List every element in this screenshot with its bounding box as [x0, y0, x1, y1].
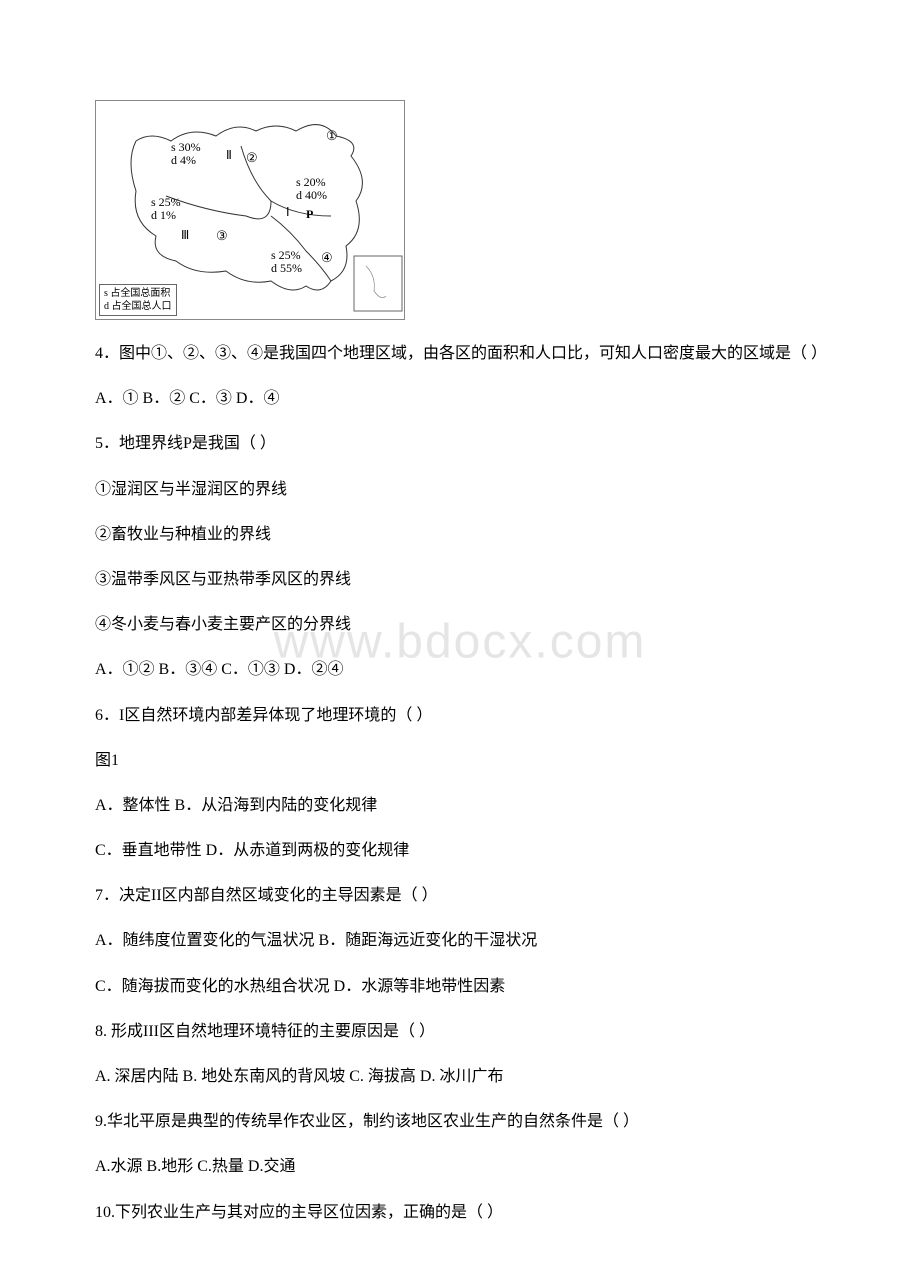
legend-d: d 占全国总人口	[104, 300, 172, 313]
label-P: P	[306, 208, 313, 221]
q9-stem: 9.华北平原是典型的传统旱作农业区，制约该地区农业生产的自然条件是（ ）	[95, 1108, 825, 1135]
map-legend: s 占全国总面积 d 占全国总人口	[99, 284, 177, 316]
region3-id: ③	[216, 229, 228, 243]
region3-roman: Ⅲ	[181, 229, 189, 242]
region2-roman: Ⅱ	[226, 149, 232, 162]
region4-id: ④	[321, 251, 333, 265]
q10-stem: 10.下列农业生产与其对应的主导区位因素，正确的是（ ）	[95, 1199, 825, 1226]
q5-s1: ①湿润区与半湿润区的界线	[95, 476, 825, 503]
q7-stem: 7．决定II区内部自然区域变化的主导因素是（ ）	[95, 882, 825, 909]
region2-s: s 30%	[171, 140, 201, 154]
q5-stem: 5．地理界线P是我国（ ）	[95, 430, 825, 457]
q4-options: A．① B．② C．③ D．④	[95, 385, 825, 412]
region4-d: d 55%	[271, 261, 302, 275]
q7-opt-ab: A．随纬度位置变化的气温状况 B．随距海远近变化的干湿状况	[95, 927, 825, 954]
region2-id: ②	[246, 151, 258, 165]
q5-s3: ③温带季风区与亚热带季风区的界线	[95, 566, 825, 593]
q9-options: A.水源 B.地形 C.热量 D.交通	[95, 1153, 825, 1180]
region4-s: s 25%	[271, 248, 301, 262]
q7-opt-cd: C．随海拔而变化的水热组合状况 D．水源等非地带性因素	[95, 973, 825, 1000]
region1-d: d 40%	[296, 188, 327, 202]
q8-stem: 8. 形成III区自然地理环境特征的主要原因是（ ）	[95, 1018, 825, 1045]
q6-fig: 图1	[95, 747, 825, 774]
china-regions-map: s 30% d 4% Ⅱ ② ① s 20% d 40% Ⅰ P s 25% d…	[95, 100, 405, 320]
region3-d: d 1%	[151, 208, 176, 222]
regionI-roman: Ⅰ	[286, 206, 290, 219]
region1-s: s 20%	[296, 175, 326, 189]
legend-s: s 占全国总面积	[104, 287, 172, 300]
q6-opt-cd: C．垂直地带性 D．从赤道到两极的变化规律	[95, 837, 825, 864]
region1-id: ①	[326, 129, 338, 143]
q8-options: A. 深居内陆 B. 地处东南风的背风坡 C. 海拔高 D. 冰川广布	[95, 1063, 825, 1090]
q6-opt-ab: A．整体性 B．从沿海到内陆的变化规律	[95, 792, 825, 819]
q4-stem: 4．图中①、②、③、④是我国四个地理区域，由各区的面积和人口比，可知人口密度最大…	[95, 340, 825, 367]
q5-options: A．①② B．③④ C．①③ D．②④	[95, 656, 825, 683]
q5-s2: ②畜牧业与种植业的界线	[95, 521, 825, 548]
region3-s: s 25%	[151, 195, 181, 209]
q6-stem: 6．I区自然环境内部差异体现了地理环境的（ ）	[95, 702, 825, 729]
q5-s4: ④冬小麦与春小麦主要产区的分界线	[95, 611, 825, 638]
region2-d: d 4%	[171, 153, 196, 167]
